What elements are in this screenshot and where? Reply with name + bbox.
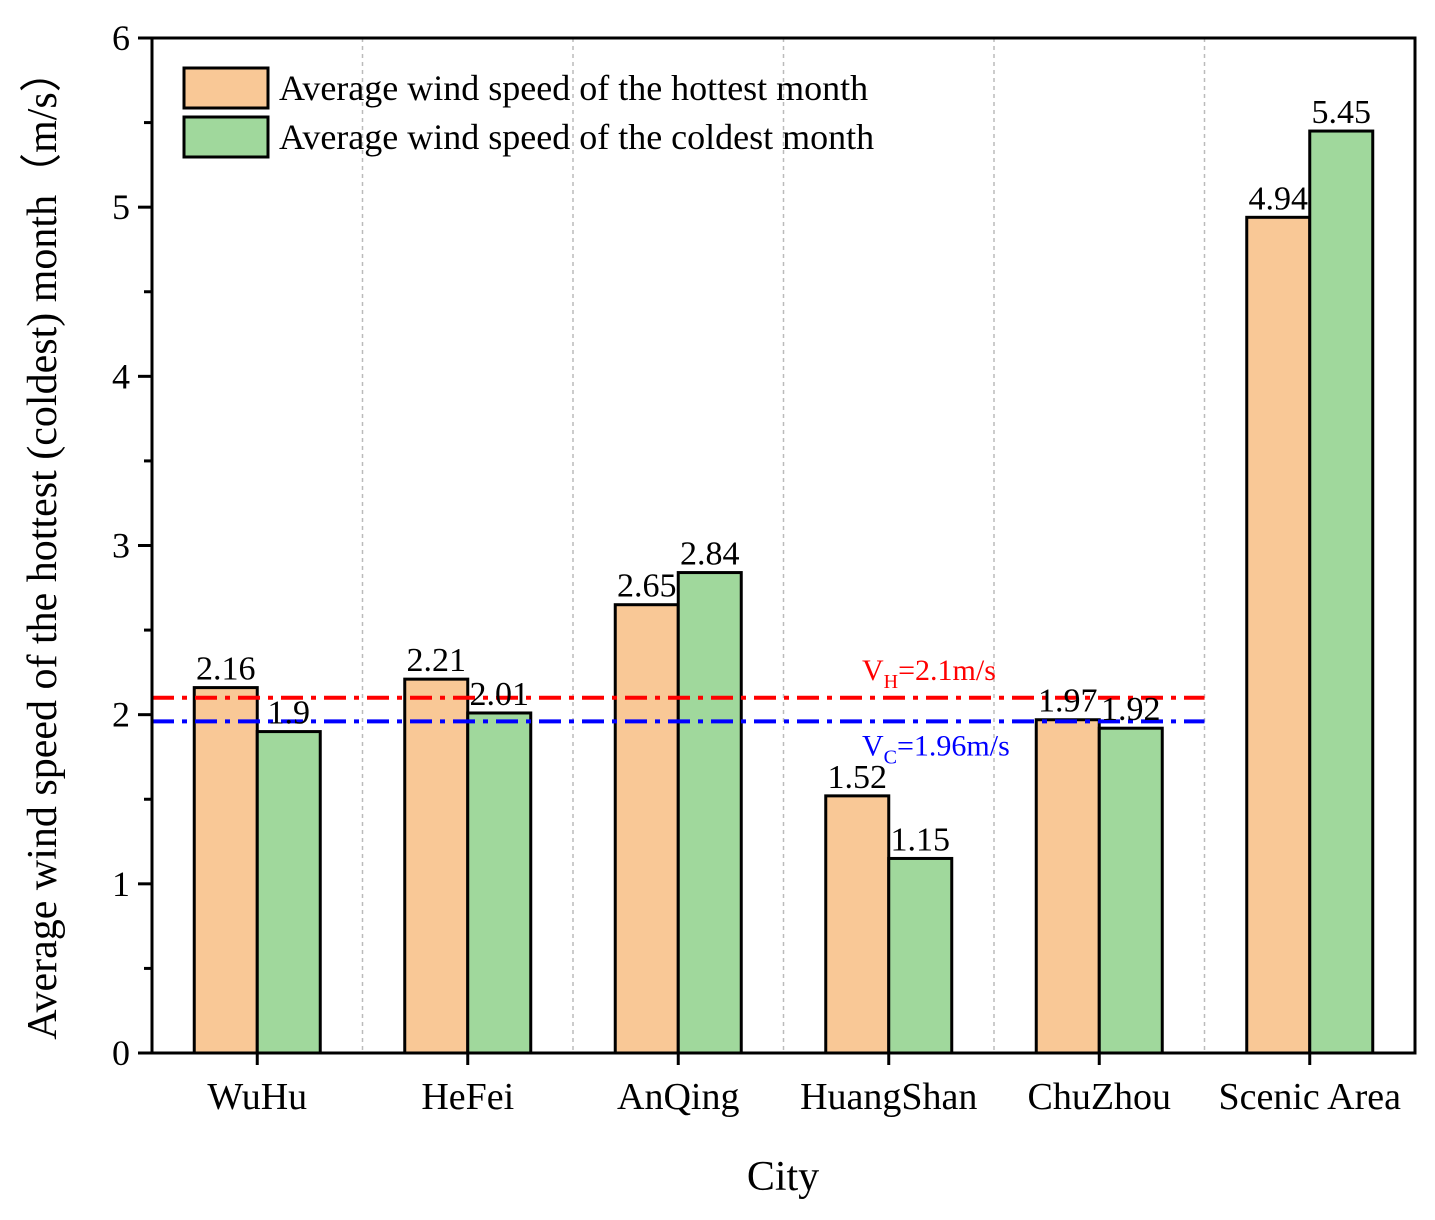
bar-coldest bbox=[676, 571, 743, 1055]
legend-label: Average wind speed of the hottest month bbox=[279, 68, 868, 108]
data-label-hottest: 4.94 bbox=[1249, 180, 1309, 217]
legend-label: Average wind speed of the coldest month bbox=[279, 117, 874, 157]
y-tick-label: 2 bbox=[112, 695, 130, 735]
bar-hottest bbox=[1034, 718, 1101, 1055]
bar-coldest bbox=[887, 856, 954, 1055]
data-label-coldest: 5.45 bbox=[1312, 94, 1372, 131]
y-tick-label: 6 bbox=[112, 18, 130, 58]
bar-hottest bbox=[192, 686, 259, 1055]
legend-swatch bbox=[182, 115, 270, 159]
reference-lines: VH=2.1m/s VC=1.96m/s bbox=[152, 654, 1205, 768]
data-label-coldest: 1.15 bbox=[891, 821, 951, 858]
legend: Average wind speed of the hottest month A… bbox=[182, 66, 874, 159]
x-tick-label: HeFei bbox=[421, 1076, 514, 1118]
x-axis-title: City bbox=[747, 1154, 819, 1200]
bar-hottest bbox=[403, 677, 470, 1055]
bar-hottest bbox=[824, 794, 891, 1055]
bar-coldest bbox=[1097, 726, 1164, 1055]
bar-coldest bbox=[255, 730, 322, 1055]
data-label-coldest: 2.84 bbox=[680, 536, 740, 573]
axes: 0 1 2 3 4 5 6 WuHu HeFei AnQing HuangShan ChuZhou Sc… bbox=[112, 18, 1417, 1118]
coldest-reference-label: VC=1.96m/s bbox=[862, 729, 1010, 768]
x-tick-label: ChuZhou bbox=[1027, 1076, 1171, 1118]
data-label-hottest: 2.16 bbox=[196, 651, 256, 688]
y-axis-title: Average wind speed of the hottest (colde… bbox=[20, 50, 66, 1040]
data-label-hottest: 1.52 bbox=[828, 759, 888, 796]
bar-coldest bbox=[466, 711, 533, 1055]
y-tick-label: 3 bbox=[112, 526, 130, 566]
y-tick-label: 4 bbox=[112, 356, 130, 396]
data-label-coldest: 1.92 bbox=[1101, 691, 1161, 728]
bars bbox=[192, 129, 1375, 1055]
data-label-hottest: 2.65 bbox=[617, 568, 677, 605]
legend-swatch bbox=[182, 66, 270, 110]
y-tick-label: 5 bbox=[112, 187, 130, 227]
data-labels: 2.16 1.9 2.212.01 2.652.84 1.521.15 1.97 1.92 4… bbox=[196, 94, 1371, 858]
x-tick-label: Scenic Area bbox=[1218, 1076, 1401, 1118]
x-tick-label: WuHu bbox=[207, 1076, 307, 1118]
data-label-hottest: 1.97 bbox=[1038, 683, 1098, 720]
data-label-hottest: 2.21 bbox=[407, 642, 467, 679]
x-tick-label: HuangShan bbox=[800, 1076, 977, 1118]
bar-hottest bbox=[613, 603, 680, 1055]
bar-hottest bbox=[1245, 215, 1312, 1055]
x-tick-label: AnQing bbox=[617, 1076, 739, 1118]
data-label-coldest: 1.9 bbox=[268, 695, 311, 732]
hottest-reference-label: VH=2.1m/s bbox=[862, 654, 996, 693]
data-label-coldest: 2.01 bbox=[470, 676, 530, 713]
bar-coldest bbox=[1308, 129, 1375, 1055]
y-tick-label: 0 bbox=[112, 1033, 130, 1073]
y-tick-label: 1 bbox=[112, 864, 130, 904]
category-separators bbox=[361, 38, 1206, 1053]
